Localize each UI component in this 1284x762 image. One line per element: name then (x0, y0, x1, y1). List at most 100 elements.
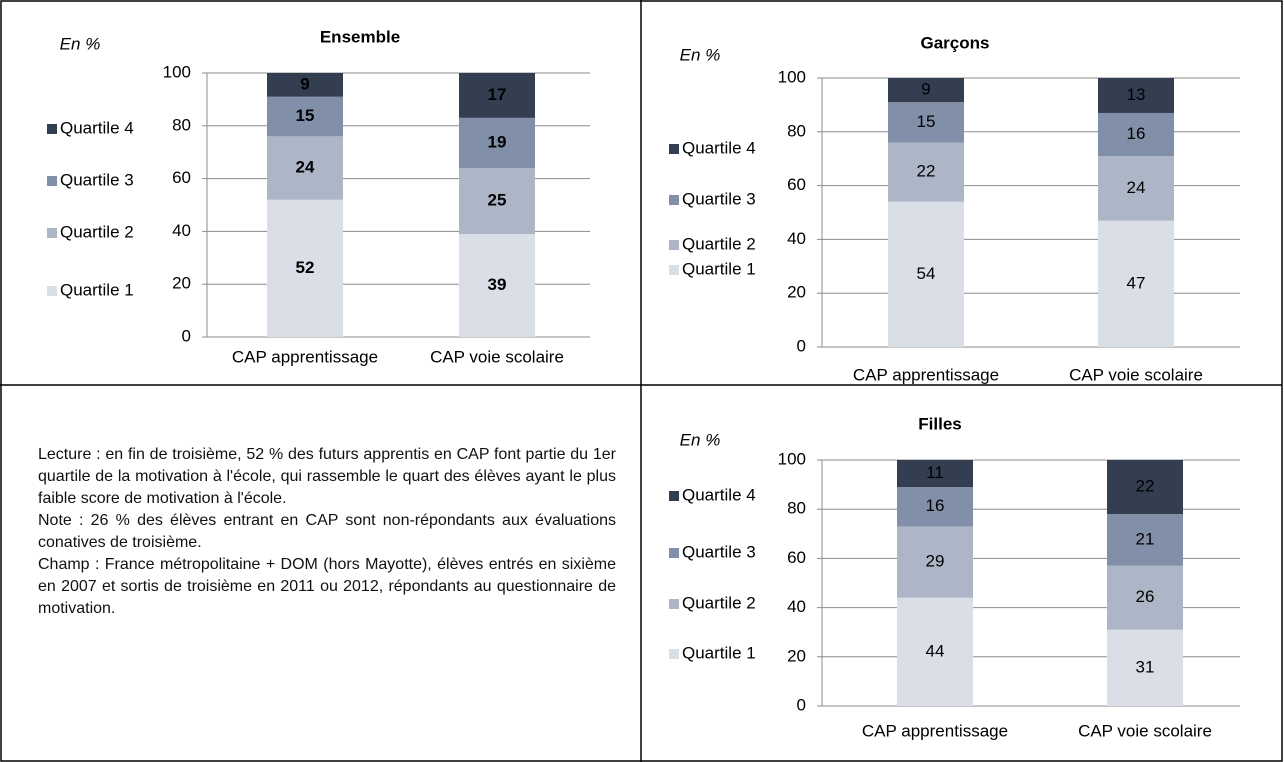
legend-label: Quartile 1 (682, 259, 756, 278)
note: Lecture : en fin de troisième, 52 % des … (38, 444, 616, 620)
bar-segment (1107, 460, 1183, 515)
unit-label: En % (680, 45, 721, 64)
legend-swatch (669, 195, 679, 205)
bar-segment (897, 487, 973, 527)
data-label: 19 (488, 132, 507, 151)
data-label: 16 (1127, 124, 1146, 143)
bar-segment (1098, 78, 1174, 113)
legend-label: Quartile 4 (682, 138, 756, 157)
bar-segment (1098, 220, 1174, 347)
legend-label: Quartile 2 (682, 593, 756, 612)
bar-segment (459, 168, 535, 235)
legend-swatch (669, 491, 679, 501)
note-paragraph: Note : 26 % des élèves entrant en CAP so… (38, 512, 616, 551)
data-label: 31 (1136, 657, 1155, 676)
bar-segment (267, 73, 343, 97)
bar-segment (459, 73, 535, 118)
legend-swatch (669, 240, 679, 250)
note-paragraph: Champ : France métropolitaine + DOM (hor… (38, 556, 616, 617)
legend-label: Quartile 1 (60, 280, 134, 299)
x-tick-label: CAP voie scolaire (430, 347, 564, 366)
data-label: 22 (917, 162, 936, 181)
x-tick-label: CAP voie scolaire (1078, 721, 1212, 740)
bar-segment (459, 117, 535, 169)
legend-swatch (669, 599, 679, 609)
bar-segment (888, 78, 964, 103)
data-label: 54 (917, 264, 936, 283)
bar-segment (888, 142, 964, 202)
data-label: 13 (1127, 85, 1146, 104)
legend-label: Quartile 2 (682, 234, 756, 253)
legend-swatch (47, 228, 57, 238)
bar-segment (888, 201, 964, 347)
legend-label: Quartile 2 (60, 222, 134, 241)
data-label: 44 (926, 641, 945, 660)
unit-label: En % (680, 430, 721, 449)
data-label: 24 (296, 158, 315, 177)
legend-swatch (47, 286, 57, 296)
legend-swatch (47, 124, 57, 134)
x-tick-label: CAP apprentissage (862, 721, 1008, 740)
data-label: 11 (926, 463, 944, 482)
x-tick-label: CAP apprentissage (232, 347, 378, 366)
y-tick-label: 60 (172, 168, 191, 187)
bar-segment (897, 526, 973, 598)
legend-swatch (669, 144, 679, 154)
bar-segment (1107, 514, 1183, 566)
bar-segment (267, 96, 343, 137)
legend-swatch (47, 176, 57, 186)
chart-title: Ensemble (320, 27, 400, 46)
note-paragraph: Lecture : en fin de troisième, 52 % des … (38, 446, 616, 507)
y-tick-label: 40 (787, 229, 806, 248)
bar-segment (1098, 112, 1174, 157)
data-label: 29 (926, 552, 945, 571)
bar-segment (897, 460, 973, 488)
y-tick-label: 60 (787, 175, 806, 194)
data-label: 52 (296, 258, 315, 277)
data-label: 22 (1136, 477, 1155, 496)
y-tick-label: 80 (172, 115, 191, 134)
data-label: 25 (488, 191, 507, 210)
y-tick-label: 80 (787, 121, 806, 140)
bar-segment (459, 234, 535, 337)
y-tick-label: 20 (787, 283, 806, 302)
y-tick-label: 100 (163, 62, 191, 81)
bar-segment (888, 102, 964, 143)
y-tick-label: 40 (787, 597, 806, 616)
legend-swatch (669, 649, 679, 659)
data-label: 47 (1127, 273, 1146, 292)
legend-swatch (669, 265, 679, 275)
data-label: 17 (488, 85, 507, 104)
data-label: 21 (1136, 529, 1155, 548)
y-tick-label: 100 (778, 449, 806, 468)
bar-segment (1107, 629, 1183, 706)
legend-label: Quartile 1 (682, 643, 756, 662)
bar-segment (267, 136, 343, 200)
chart-title: Garçons (921, 33, 990, 52)
y-tick-label: 0 (182, 326, 191, 345)
data-label: 15 (296, 106, 315, 125)
data-label: 9 (300, 74, 309, 93)
y-tick-label: 40 (172, 221, 191, 240)
data-label: 9 (921, 80, 930, 99)
y-tick-label: 0 (797, 336, 806, 355)
chart-title: Filles (918, 414, 961, 433)
y-tick-label: 20 (172, 274, 191, 293)
legend-swatch (669, 548, 679, 558)
legend-label: Quartile 3 (682, 189, 756, 208)
unit-label: En % (60, 34, 101, 53)
y-tick-label: 80 (787, 499, 806, 518)
y-tick-label: 20 (787, 646, 806, 665)
data-label: 26 (1136, 587, 1155, 606)
bar-segment (1098, 156, 1174, 221)
legend-label: Quartile 3 (682, 542, 756, 561)
bar-segment (897, 597, 973, 706)
x-tick-label: CAP apprentissage (853, 365, 999, 384)
legend-label: Quartile 4 (60, 118, 134, 137)
legend-label: Quartile 4 (682, 485, 756, 504)
y-tick-label: 60 (787, 548, 806, 567)
y-tick-label: 100 (778, 67, 806, 86)
data-label: 24 (1127, 178, 1146, 197)
